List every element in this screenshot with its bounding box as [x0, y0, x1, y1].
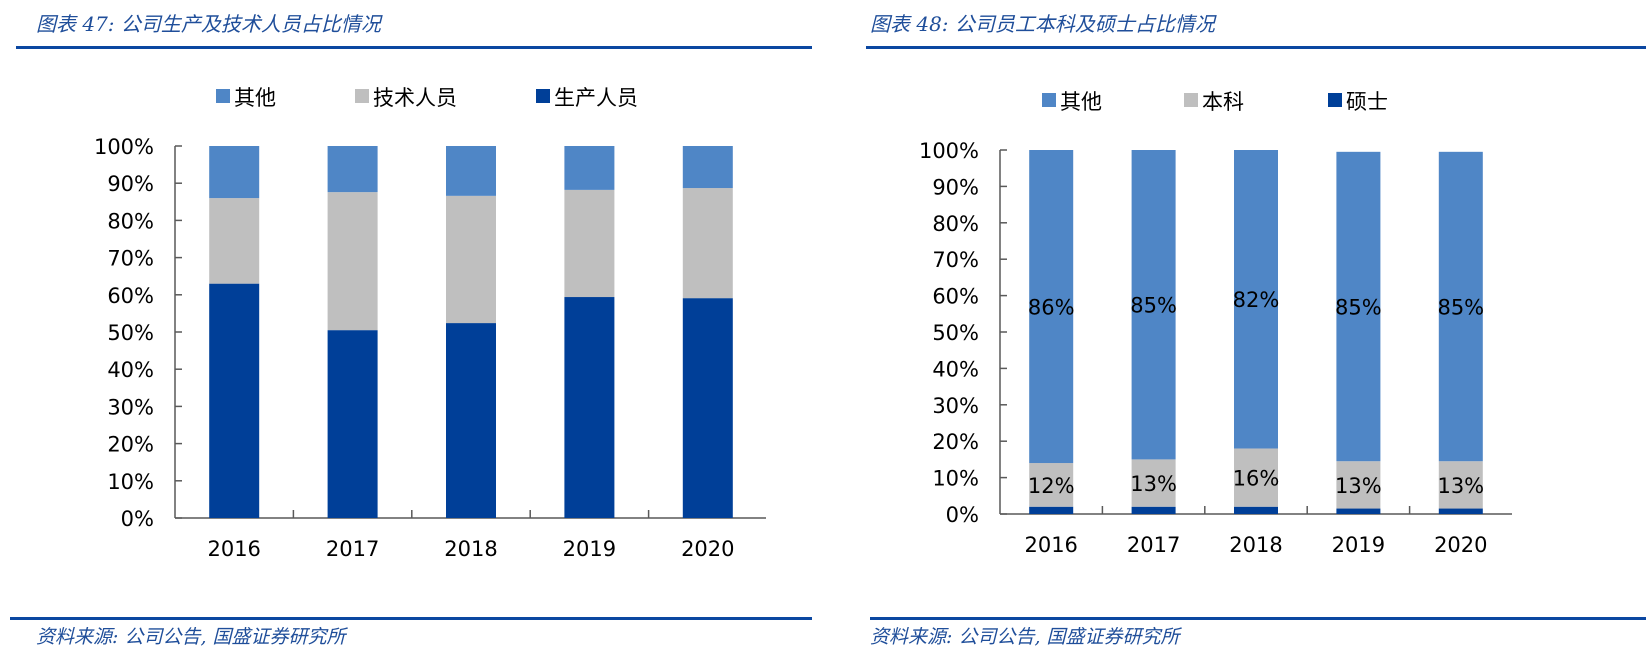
y-tick-label: 50% [107, 321, 154, 345]
legend-label: 技术人员 [373, 86, 457, 110]
y-tick-label: 0% [946, 503, 979, 527]
bar-segment-本科-2019 [1336, 461, 1381, 509]
x-tick-label: 2017 [1127, 533, 1180, 557]
x-tick-label: 2017 [326, 537, 379, 561]
bar-segment-本科-2018 [1234, 448, 1278, 507]
y-tick-label: 30% [107, 395, 154, 419]
bar-segment-其他-2016 [209, 146, 260, 199]
y-tick-label: 0% [121, 507, 154, 531]
figure-47-top-rule [16, 46, 812, 49]
bar-segment-其他-2017 [327, 146, 378, 193]
bar-segment-其他-2020 [1438, 151, 1483, 462]
bar-segment-生产人员-2020 [682, 298, 733, 518]
bar-segment-本科-2017 [1131, 459, 1176, 507]
y-tick-label: 40% [932, 357, 979, 381]
y-tick-label: 50% [932, 321, 979, 345]
legend-label: 生产人员 [554, 86, 638, 110]
bar-segment-其他-2019 [1336, 151, 1381, 462]
bar-segment-其他-2020 [682, 146, 733, 189]
y-tick-label: 60% [932, 285, 979, 309]
y-tick-label: 90% [932, 175, 979, 199]
y-tick-label: 80% [107, 209, 154, 233]
data-label-其他: 85% [1335, 296, 1382, 320]
data-label-本科: 13% [1130, 472, 1177, 496]
bar-segment-生产人员-2019 [564, 297, 615, 518]
bar-segment-本科-2016 [1029, 463, 1074, 507]
bar-segment-本科-2020 [1438, 461, 1483, 509]
bar-segment-硕士-2020 [1438, 508, 1483, 514]
x-tick-label: 2018 [444, 537, 497, 561]
y-tick-label: 100% [94, 135, 154, 159]
bar-segment-其他-2016 [1029, 150, 1074, 464]
y-tick-label: 60% [107, 284, 154, 308]
legend-swatch [216, 89, 230, 103]
y-tick-label: 20% [932, 430, 979, 454]
legend-swatch [1184, 93, 1198, 107]
data-label-其他: 82% [1233, 288, 1280, 312]
bar-segment-其他-2019 [564, 146, 615, 190]
data-label-其他: 85% [1437, 296, 1484, 320]
figure-47-title: 图表 47: 公司生产及技术人员占比情况 [36, 12, 381, 36]
y-tick-label: 80% [932, 212, 979, 236]
figure-48-top-rule [866, 46, 1646, 49]
y-tick-label: 10% [932, 467, 979, 491]
y-tick-label: 20% [107, 433, 154, 457]
data-label-本科: 13% [1437, 474, 1484, 498]
figure-47-bottom-rule [10, 617, 812, 620]
bar-segment-技术人员-2017 [327, 192, 378, 331]
data-label-本科: 12% [1028, 474, 1075, 498]
figure-48-bottom-rule [870, 617, 1646, 620]
x-tick-label: 2018 [1229, 533, 1282, 557]
bar-segment-生产人员-2016 [209, 283, 260, 518]
bar-segment-生产人员-2018 [446, 323, 496, 518]
legend-swatch [1042, 93, 1056, 107]
bar-segment-硕士-2019 [1336, 508, 1381, 514]
figure-47-chart: 0% 10% 20% 30% 40% 50% 60% 70% 80% 90% 100% 2016 201… [94, 86, 766, 561]
x-tick-label: 2019 [1332, 533, 1385, 557]
figure-48-panel: 图表 48: 公司员工本科及硕士占比情况 0% 10% 20% 30% 40% 50% 60… [840, 0, 1646, 657]
bar-segment-技术人员-2019 [564, 189, 615, 298]
data-label-本科: 16% [1233, 467, 1280, 491]
figure-47-source: 资料来源: 公司公告, 国盛证券研究所 [36, 626, 346, 648]
data-label-其他: 85% [1130, 294, 1177, 318]
data-label-本科: 13% [1335, 474, 1382, 498]
figure-48-title: 图表 48: 公司员工本科及硕士占比情况 [870, 12, 1215, 36]
y-tick-label: 90% [107, 172, 154, 196]
y-tick-label: 70% [932, 248, 979, 272]
legend-label: 其他 [1060, 90, 1102, 114]
figure-48-chart: 0% 10% 20% 30% 40% 50% 60% 70% 80% 90% 100% 2016 201… [919, 90, 1512, 557]
x-tick-label: 2016 [1024, 533, 1077, 557]
y-tick-label: 40% [107, 358, 154, 382]
bar-segment-硕士-2017 [1131, 506, 1176, 514]
y-tick-label: 70% [107, 247, 154, 271]
bar-segment-其他-2018 [1234, 150, 1278, 449]
y-tick-label: 30% [932, 394, 979, 418]
figure-48-source: 资料来源: 公司公告, 国盛证券研究所 [870, 626, 1180, 648]
legend-label: 硕士 [1346, 90, 1388, 114]
bar-segment-其他-2017 [1131, 150, 1176, 460]
y-tick-label: 10% [107, 470, 154, 494]
bar-segment-生产人员-2017 [327, 330, 378, 518]
bar-segment-硕士-2018 [1234, 506, 1278, 514]
bar-segment-技术人员-2016 [209, 198, 260, 284]
bar-segment-硕士-2016 [1029, 506, 1074, 514]
bar-segment-技术人员-2018 [446, 195, 496, 324]
x-tick-label: 2016 [207, 537, 260, 561]
x-tick-label: 2019 [563, 537, 616, 561]
bar-segment-其他-2018 [446, 146, 496, 196]
x-tick-label: 2020 [681, 537, 734, 561]
legend-swatch [536, 89, 550, 103]
legend-label: 其他 [234, 86, 276, 110]
bar-segment-技术人员-2020 [682, 188, 733, 299]
data-label-其他: 86% [1028, 296, 1075, 320]
legend-swatch [1328, 93, 1342, 107]
y-tick-label: 100% [919, 139, 979, 163]
x-tick-label: 2020 [1434, 533, 1487, 557]
legend-swatch [355, 89, 369, 103]
legend-label: 本科 [1202, 90, 1244, 114]
figure-47-panel: 图表 47: 公司生产及技术人员占比情况 0% 10% 20% 30% 40% 50% 60… [0, 0, 812, 657]
